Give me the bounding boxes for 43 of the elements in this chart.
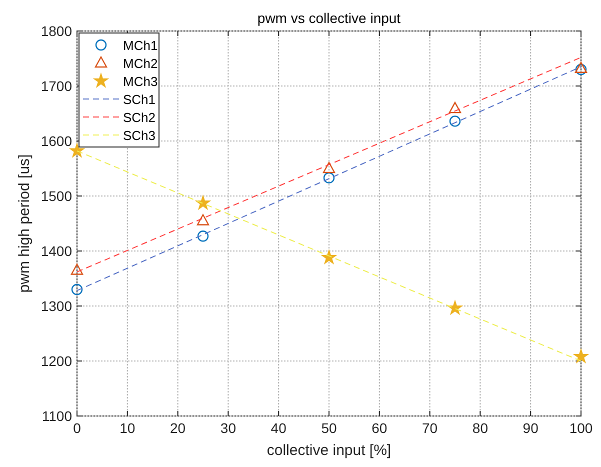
point xyxy=(448,300,462,315)
point xyxy=(323,172,335,184)
point xyxy=(574,348,588,363)
x-tick-label: 70 xyxy=(422,420,438,436)
y-tick-label: 1800 xyxy=(40,23,72,39)
y-tick-label: 1700 xyxy=(40,78,72,94)
x-tick-label: 40 xyxy=(270,420,287,436)
x-tick-label: 20 xyxy=(170,420,186,436)
y-tick-label: 1400 xyxy=(40,243,72,259)
point xyxy=(197,230,209,242)
point xyxy=(574,62,588,73)
y-tick-label: 1600 xyxy=(40,133,72,149)
x-tick-label: 100 xyxy=(569,420,593,436)
y-tick-label: 1300 xyxy=(40,298,72,314)
y-tick-label: 1200 xyxy=(40,353,72,369)
y-tick-label: 1100 xyxy=(42,408,72,424)
point xyxy=(70,264,84,275)
point xyxy=(449,116,461,127)
legend-label: SCh2 xyxy=(123,110,156,125)
legend-label: MCh3 xyxy=(123,74,158,89)
legend-label: MCh2 xyxy=(123,56,158,71)
x-tick-label: 90 xyxy=(522,420,539,436)
x-tick-label: 0 xyxy=(73,420,82,436)
x-axis-title: collective input [%] xyxy=(266,442,392,459)
x-tick-label: 10 xyxy=(120,420,136,436)
x-tick-label: 30 xyxy=(220,420,236,436)
legend-label: SCh1 xyxy=(123,92,156,107)
point xyxy=(196,195,210,210)
legend-label: SCh3 xyxy=(123,128,156,143)
point xyxy=(448,102,462,114)
point xyxy=(322,162,336,174)
chart-title: pwm vs collective input xyxy=(257,10,401,26)
point xyxy=(70,143,84,158)
point xyxy=(575,64,587,76)
x-tick-label: 60 xyxy=(372,420,388,436)
y-axis-title: pwm high period [us] xyxy=(16,154,33,293)
x-tick-label: 50 xyxy=(321,420,337,436)
point xyxy=(196,214,210,226)
x-tick-label: 80 xyxy=(472,420,488,436)
point xyxy=(71,284,83,296)
legend-label: MCh1 xyxy=(123,38,158,53)
y-tick-label: 1500 xyxy=(40,188,72,204)
point xyxy=(322,250,336,264)
